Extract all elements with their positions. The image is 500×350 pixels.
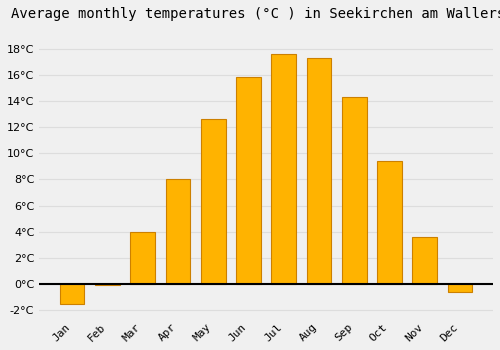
Bar xyxy=(272,54,296,284)
Bar xyxy=(448,284,472,292)
Bar xyxy=(377,161,402,284)
Bar xyxy=(306,58,332,284)
Title: Average monthly temperatures (°C ) in Seekirchen am Wallersee: Average monthly temperatures (°C ) in Se… xyxy=(10,7,500,21)
Bar xyxy=(95,284,120,285)
Bar xyxy=(201,119,226,284)
Bar xyxy=(342,97,366,284)
Bar xyxy=(166,180,190,284)
Bar xyxy=(412,237,437,284)
Bar xyxy=(60,284,84,304)
Bar xyxy=(236,77,261,284)
Bar xyxy=(130,232,155,284)
